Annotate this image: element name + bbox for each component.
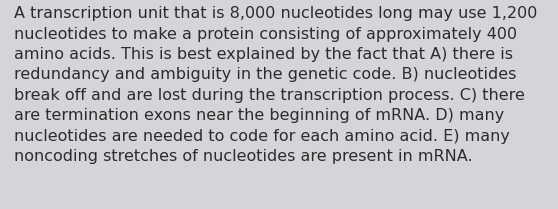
Text: A transcription unit that is 8,000 nucleotides long may use 1,200
nucleotides to: A transcription unit that is 8,000 nucle… [14,6,537,164]
